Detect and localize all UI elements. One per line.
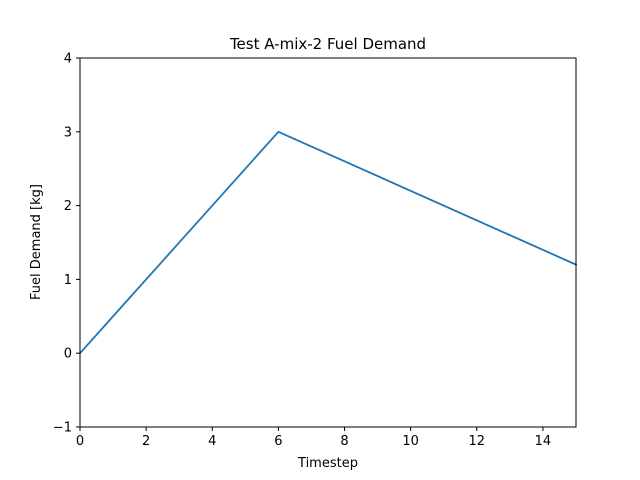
x-axis-label: Timestep [297, 456, 358, 471]
x-tick-label: 14 [535, 434, 552, 449]
x-tick-label: 2 [142, 434, 150, 449]
plot-area [78, 58, 578, 427]
x-tick-label: 4 [208, 434, 216, 449]
y-tick-label: 4 [64, 52, 72, 67]
y-tick-label: 0 [64, 347, 72, 362]
x-tick-label: 10 [402, 434, 419, 449]
y-tick-label: 1 [64, 273, 72, 288]
x-tick-label: 12 [469, 434, 486, 449]
y-tick-label: 3 [64, 125, 72, 140]
x-tick-label: 6 [274, 434, 282, 449]
x-tick-label: 0 [76, 434, 84, 449]
plot-frame [79, 57, 577, 428]
x-tick-label: 8 [340, 434, 348, 449]
series-line-0 [78, 130, 578, 355]
y-axis-label: Fuel Demand [kg] [29, 184, 44, 300]
chart-title: Test A-mix-2 Fuel Demand [229, 35, 426, 53]
y-tick-label: −1 [53, 421, 72, 436]
plot-background [80, 58, 576, 427]
y-tick-label: 2 [64, 199, 72, 214]
